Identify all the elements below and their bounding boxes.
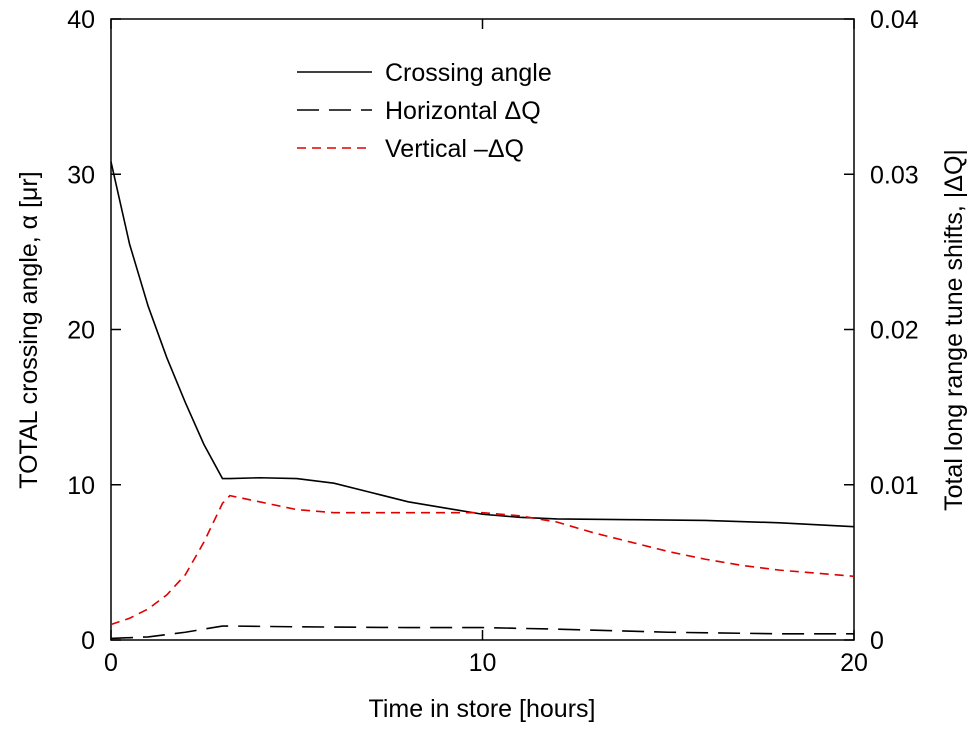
x-tick-label: 0 (104, 649, 118, 677)
left-y-tick-label: 0 (81, 627, 95, 655)
legend-label: Horizontal ΔQ (385, 97, 541, 125)
left-y-tick-label: 40 (67, 6, 95, 34)
x-tick-label: 20 (840, 649, 868, 677)
series-line-2 (110, 625, 854, 640)
x-tick-label: 10 (469, 649, 497, 677)
left-y-tick-label: 10 (67, 472, 95, 500)
legend-label: Crossing angle (385, 59, 552, 87)
series-layer (110, 161, 855, 640)
legend-label: Vertical –ΔQ (385, 135, 524, 163)
x-axis: 0 10 20 (104, 19, 868, 677)
legend: Crossing angle Horizontal ΔQ Vertical –ΔQ (297, 59, 552, 163)
right-y-tick-label: 0.02 (870, 317, 919, 345)
right-y-tick-label: 0 (870, 627, 884, 655)
right-y-axis: 0 0.01 0.02 0.03 0.04 (844, 6, 919, 655)
series-line-3 (110, 494, 855, 626)
x-axis-title: Time in store [hours] (369, 695, 596, 723)
right-y-axis-title: Total long range tune shifts, |ΔQ| (940, 149, 968, 511)
left-y-tick-label: 30 (67, 161, 95, 189)
right-y-tick-label: 0.01 (870, 472, 919, 500)
left-y-tick-label: 20 (67, 317, 95, 345)
left-y-axis-title: TOTAL crossing angle, α [μr] (15, 171, 43, 488)
series-line-1 (110, 161, 855, 528)
right-y-tick-label: 0.03 (870, 161, 919, 189)
right-y-tick-label: 0.04 (870, 6, 919, 34)
left-y-axis: 0 10 20 30 40 (67, 6, 121, 655)
